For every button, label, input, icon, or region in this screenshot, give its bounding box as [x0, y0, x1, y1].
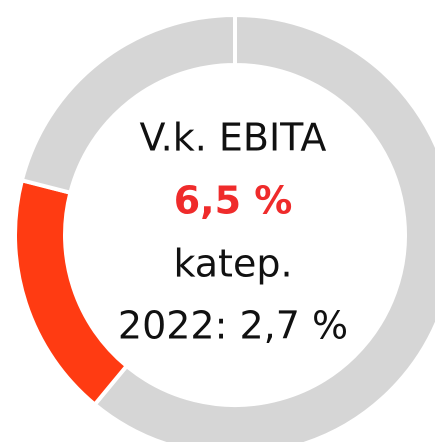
donut-segment — [19, 12, 237, 196]
donut-segment — [91, 12, 435, 442]
center-value: 6,5 % — [174, 179, 293, 223]
center-label: katep. — [173, 242, 292, 286]
center-label: V.k. EBITA — [140, 116, 327, 160]
center-label: 2022: 2,7 % — [118, 304, 348, 348]
donut-ring — [13, 12, 435, 442]
donut-segment — [13, 177, 130, 408]
